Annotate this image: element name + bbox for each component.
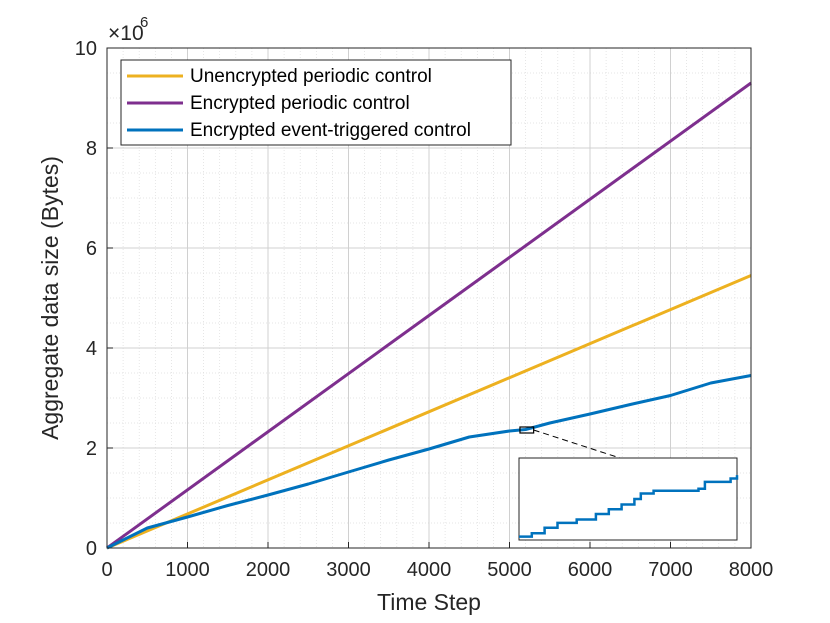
zoom-connector [533,429,621,459]
y-tick-label: 2 [86,438,97,460]
ticks: 0 1000 2000 3000 4000 5000 6000 7000 8000 0 2 4 6 8 10 [75,38,774,581]
x-tick-label: 6000 [568,559,613,581]
series-encrypted-periodic [106,81,752,550]
series-encrypted-event-triggered [106,374,752,550]
x-tick-label: 4000 [407,559,452,581]
x-tick-label: 3000 [326,559,371,581]
legend-box [120,59,512,146]
inset [518,457,739,541]
inset-event-triggered-line [519,475,739,538]
series-unencrypted-periodic [106,274,752,550]
series-layer [106,81,752,550]
y-multiplier-base: ×10 [108,22,144,45]
y-tick-label: 6 [86,238,97,260]
legend-label-unencrypted: Unencrypted periodic control [190,66,432,87]
legend-label-event-triggered: Encrypted event-triggered control [190,120,471,141]
inset-frame [518,457,738,541]
x-tick-label: 2000 [246,559,291,581]
x-axis-label: Time Step [377,589,481,615]
x-tick-label: 7000 [648,559,693,581]
y-tick-label: 0 [86,538,97,560]
x-tick-label: 8000 [729,559,774,581]
x-tick-label: 0 [101,559,112,581]
legend: Unencrypted periodic control Encrypted p… [120,59,512,146]
y-multiplier-exponent: 6 [140,14,148,31]
y-tick-label: 8 [86,138,97,160]
y-tick-label: 4 [86,338,97,360]
y-tick-label: 10 [75,38,97,60]
x-tick-label: 1000 [165,559,210,581]
legend-label-encrypted-periodic: Encrypted periodic control [190,93,410,114]
y-axis-label: Aggregate data size (Bytes) [37,156,63,440]
x-tick-label: 5000 [487,559,532,581]
